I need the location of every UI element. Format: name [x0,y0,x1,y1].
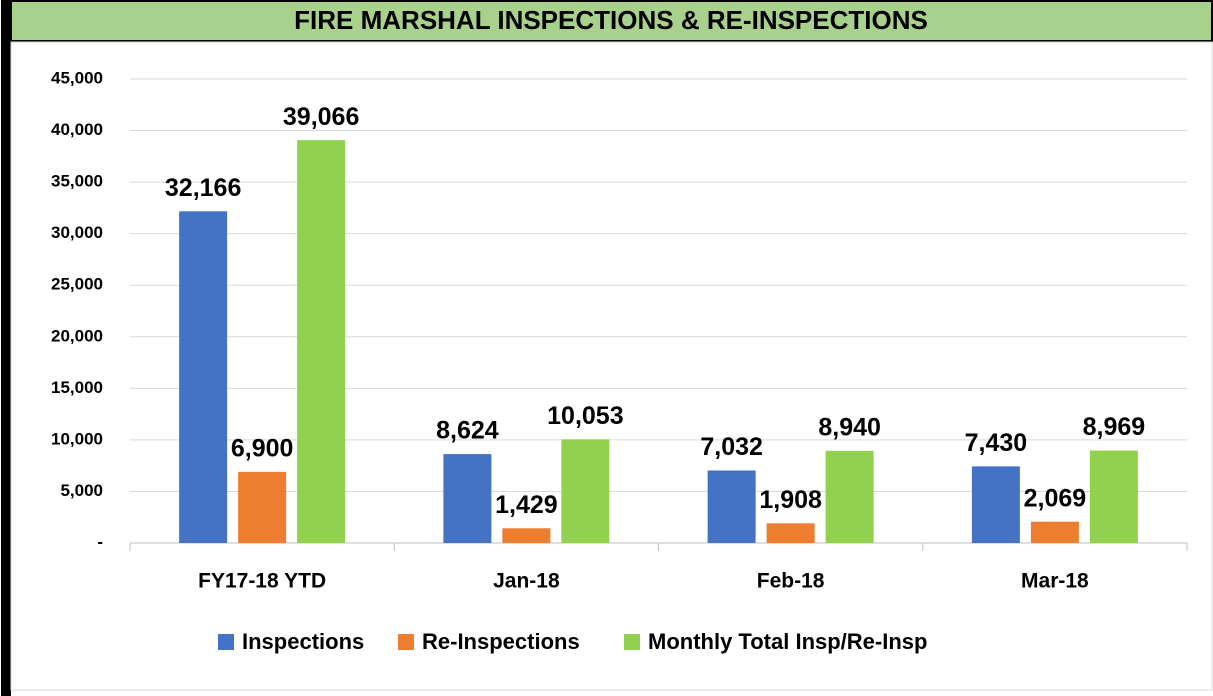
bar [443,454,492,543]
bar [825,450,874,543]
data-label: 6,900 [231,434,294,462]
legend-label: Monthly Total Insp/Re-Insp [648,629,927,654]
bar [971,466,1020,543]
bar [766,523,815,543]
data-label: 8,969 [1083,413,1146,441]
data-label: 1,429 [495,491,558,519]
legend-swatch [218,634,234,650]
y-tick-label: 45,000 [51,68,103,87]
data-label: 32,166 [165,174,241,202]
x-tick-label: Mar-18 [1021,570,1089,593]
legend-swatch [398,634,414,650]
data-label: 8,624 [436,417,499,445]
y-tick-label: 25,000 [51,275,103,294]
data-label: 8,940 [818,413,881,441]
legend-label: Re-Inspections [422,629,580,654]
bar [238,471,287,543]
data-label: 10,053 [547,402,623,430]
data-label: 2,069 [1024,484,1087,512]
y-tick-label: 5,000 [60,481,103,500]
chart-title: FIRE MARSHAL INSPECTIONS & RE-INSPECTION… [294,5,928,35]
y-tick-label: - [97,532,103,551]
x-tick-label: Feb-18 [757,570,825,593]
bar [707,470,756,543]
x-tick-label: FY17-18 YTD [198,570,326,593]
y-tick-label: 30,000 [51,223,103,242]
y-tick-label: 10,000 [51,429,103,448]
bar [1089,450,1138,543]
bar [1030,521,1079,543]
title-bar [10,0,1213,42]
bar [502,528,551,543]
y-tick-label: 20,000 [51,326,103,345]
x-tick-label: Jan-18 [493,570,560,593]
legend-label: Inspections [242,629,364,654]
left-border [1,0,11,696]
data-label: 7,032 [700,433,763,461]
y-tick-label: 35,000 [51,172,103,191]
data-label: 39,066 [283,103,359,131]
plot-frame [10,41,1213,691]
bar [297,140,346,543]
y-tick-label: 40,000 [51,120,103,139]
data-label: 7,430 [965,429,1028,457]
bar [179,211,228,543]
legend-swatch [624,634,640,650]
bar [561,439,610,543]
data-label: 1,908 [759,486,822,514]
y-tick-label: 15,000 [51,378,103,397]
